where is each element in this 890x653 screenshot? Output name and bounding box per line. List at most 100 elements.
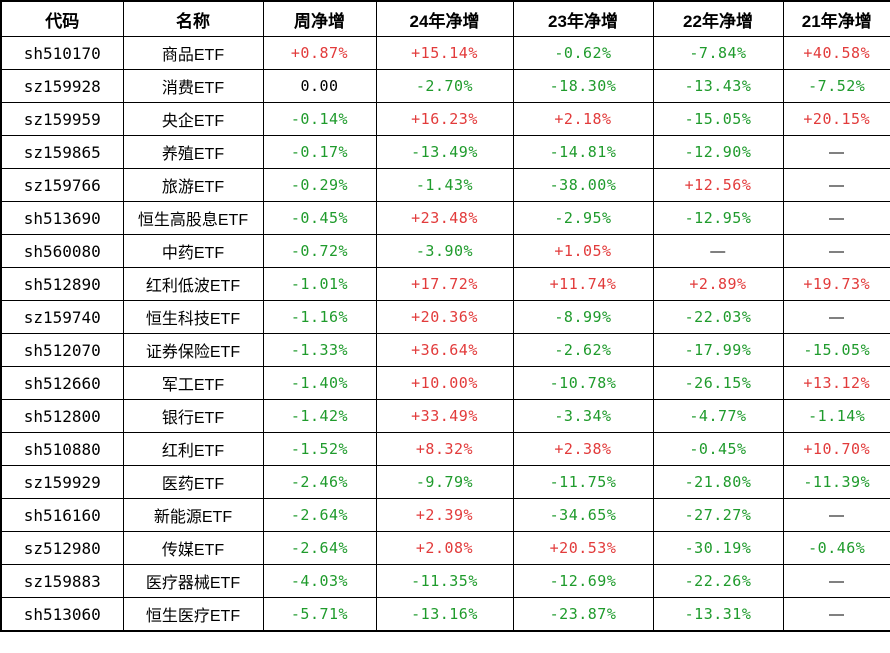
value-cell: +10.70% bbox=[782, 432, 890, 466]
table-row: sh512660 军工ETF -1.40% +10.00% -10.78% -26.15%… bbox=[0, 366, 890, 400]
table-row: sz159865 养殖ETF -0.17% -13.49% -14.81% -12.90%… bbox=[0, 135, 890, 169]
code-cell: sz512980 bbox=[0, 531, 124, 565]
name-cell: 恒生医疗ETF bbox=[122, 597, 264, 632]
value-cell: -7.84% bbox=[652, 36, 784, 70]
name-cell: 新能源ETF bbox=[122, 498, 264, 532]
value-cell: +2.39% bbox=[375, 498, 514, 532]
value-cell: +20.36% bbox=[375, 300, 514, 334]
code-cell: sz159766 bbox=[0, 168, 124, 202]
value-cell: +15.14% bbox=[375, 36, 514, 70]
column-header: 名称 bbox=[122, 0, 264, 37]
table-row: sz159959 央企ETF -0.14% +16.23% +2.18% -15.05% +… bbox=[0, 102, 890, 136]
name-cell: 中药ETF bbox=[122, 234, 264, 268]
value-cell: -1.43% bbox=[375, 168, 514, 202]
table-row: sh510170 商品ETF +0.87% +15.14% -0.62% -7.84% +4… bbox=[0, 36, 890, 70]
name-cell: 旅游ETF bbox=[122, 168, 264, 202]
value-cell: -12.90% bbox=[652, 135, 784, 169]
value-cell: -5.71% bbox=[262, 597, 377, 632]
value-cell: -14.81% bbox=[512, 135, 654, 169]
value-cell: -1.40% bbox=[262, 366, 377, 400]
name-cell: 养殖ETF bbox=[122, 135, 264, 169]
column-header: 代码 bbox=[0, 0, 124, 37]
code-cell: sz159928 bbox=[0, 69, 124, 103]
value-cell: — bbox=[782, 564, 890, 598]
value-cell: -1.52% bbox=[262, 432, 377, 466]
table-row: sh512800 银行ETF -1.42% +33.49% -3.34% -4.77% -1… bbox=[0, 399, 890, 433]
value-cell: — bbox=[782, 168, 890, 202]
table-header: 代码 名称 周净增 24年净增 23年净增 22年净增 21年净增 bbox=[0, 0, 890, 37]
table-body: sh510170 商品ETF +0.87% +15.14% -0.62% -7.84% +4… bbox=[0, 36, 890, 632]
code-cell: sz159929 bbox=[0, 465, 124, 499]
name-cell: 传媒ETF bbox=[122, 531, 264, 565]
name-cell: 医疗器械ETF bbox=[122, 564, 264, 598]
value-cell: -1.16% bbox=[262, 300, 377, 334]
etf-table: 代码 名称 周净增 24年净增 23年净增 22年净增 21年净增 sh510170 商品ET… bbox=[0, 0, 890, 632]
value-cell: +12.56% bbox=[652, 168, 784, 202]
value-cell: -0.45% bbox=[262, 201, 377, 235]
value-cell: -2.70% bbox=[375, 69, 514, 103]
value-cell: — bbox=[782, 498, 890, 532]
column-header: 24年净增 bbox=[375, 0, 514, 37]
value-cell: +2.38% bbox=[512, 432, 654, 466]
value-cell: -38.00% bbox=[512, 168, 654, 202]
value-cell: -13.43% bbox=[652, 69, 784, 103]
value-cell: — bbox=[782, 597, 890, 632]
value-cell: +33.49% bbox=[375, 399, 514, 433]
code-cell: sz159740 bbox=[0, 300, 124, 334]
value-cell: -9.79% bbox=[375, 465, 514, 499]
value-cell: -13.49% bbox=[375, 135, 514, 169]
value-cell: +19.73% bbox=[782, 267, 890, 301]
value-cell: -12.95% bbox=[652, 201, 784, 235]
code-cell: sh516160 bbox=[0, 498, 124, 532]
table-row: sz159929 医药ETF -2.46% -9.79% -11.75% -21.80% -… bbox=[0, 465, 890, 499]
value-cell: +20.15% bbox=[782, 102, 890, 136]
value-cell: +20.53% bbox=[512, 531, 654, 565]
value-cell: — bbox=[782, 135, 890, 169]
code-cell: sh512070 bbox=[0, 333, 124, 367]
code-cell: sh512800 bbox=[0, 399, 124, 433]
value-cell: -18.30% bbox=[512, 69, 654, 103]
value-cell: -7.52% bbox=[782, 69, 890, 103]
value-cell: -1.33% bbox=[262, 333, 377, 367]
value-cell: -0.14% bbox=[262, 102, 377, 136]
value-cell: -2.64% bbox=[262, 498, 377, 532]
table-row: sh512890 红利低波ETF -1.01% +17.72% +11.74% +2.89… bbox=[0, 267, 890, 301]
value-cell: -1.14% bbox=[782, 399, 890, 433]
table-row: sz159883 医疗器械ETF -4.03% -11.35% -12.69% -22.2… bbox=[0, 564, 890, 598]
value-cell: +16.23% bbox=[375, 102, 514, 136]
value-cell: -22.03% bbox=[652, 300, 784, 334]
code-cell: sh513690 bbox=[0, 201, 124, 235]
table-row: sh560080 中药ETF -0.72% -3.90% +1.05% — — bbox=[0, 234, 890, 268]
value-cell: -15.05% bbox=[782, 333, 890, 367]
value-cell: -8.99% bbox=[512, 300, 654, 334]
name-cell: 军工ETF bbox=[122, 366, 264, 400]
value-cell: +1.05% bbox=[512, 234, 654, 268]
name-cell: 商品ETF bbox=[122, 36, 264, 70]
value-cell: +11.74% bbox=[512, 267, 654, 301]
code-cell: sh510880 bbox=[0, 432, 124, 466]
value-cell: -26.15% bbox=[652, 366, 784, 400]
value-cell: -30.19% bbox=[652, 531, 784, 565]
value-cell: +13.12% bbox=[782, 366, 890, 400]
name-cell: 银行ETF bbox=[122, 399, 264, 433]
code-cell: sh513060 bbox=[0, 597, 124, 632]
value-cell: -4.77% bbox=[652, 399, 784, 433]
name-cell: 红利低波ETF bbox=[122, 267, 264, 301]
name-cell: 消费ETF bbox=[122, 69, 264, 103]
value-cell: -12.69% bbox=[512, 564, 654, 598]
name-cell: 恒生高股息ETF bbox=[122, 201, 264, 235]
value-cell: -27.27% bbox=[652, 498, 784, 532]
value-cell: -1.42% bbox=[262, 399, 377, 433]
value-cell: -2.95% bbox=[512, 201, 654, 235]
value-cell: -17.99% bbox=[652, 333, 784, 367]
code-cell: sz159883 bbox=[0, 564, 124, 598]
table-row: sz159740 恒生科技ETF -1.16% +20.36% -8.99% -22.03… bbox=[0, 300, 890, 334]
column-header: 22年净增 bbox=[652, 0, 784, 37]
code-cell: sh512660 bbox=[0, 366, 124, 400]
value-cell: -11.39% bbox=[782, 465, 890, 499]
value-cell: -3.34% bbox=[512, 399, 654, 433]
value-cell: — bbox=[782, 234, 890, 268]
value-cell: -0.17% bbox=[262, 135, 377, 169]
code-cell: sh560080 bbox=[0, 234, 124, 268]
value-cell: — bbox=[782, 300, 890, 334]
